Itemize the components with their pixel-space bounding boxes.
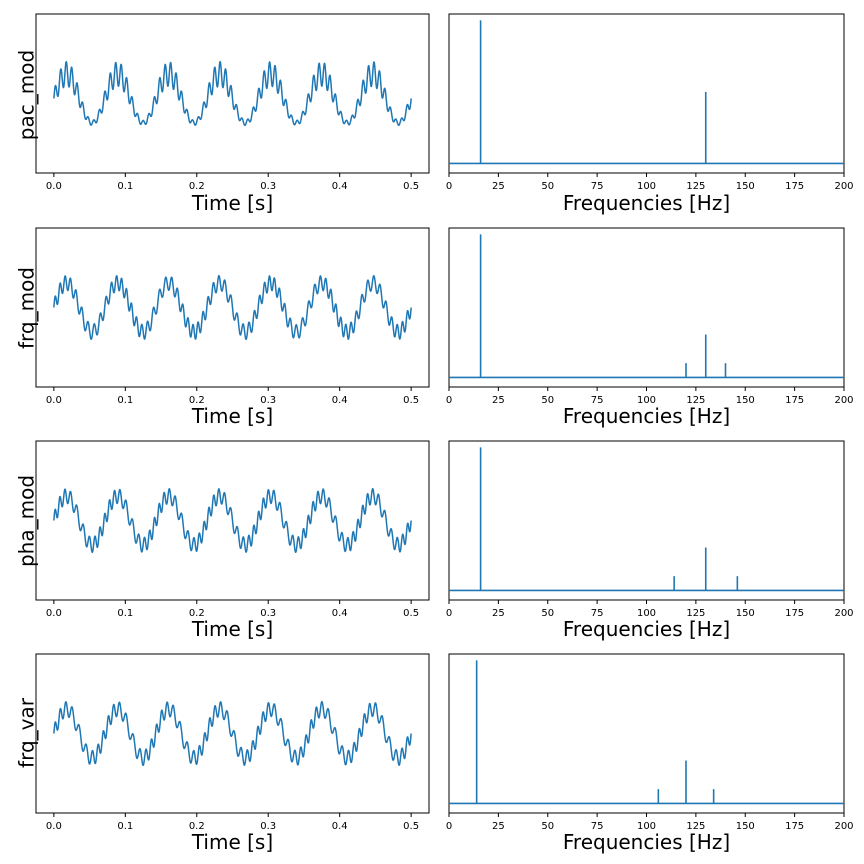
x-tick-label: 0.2 — [189, 608, 205, 619]
row-label-pha-mod: pha_mod — [15, 475, 39, 567]
x-tick-label: 0.2 — [189, 181, 205, 192]
x-tick-label: 0.1 — [117, 608, 133, 619]
axes-frame — [448, 13, 845, 174]
x-tick-label: 25 — [492, 181, 505, 192]
x-tick-label: 175 — [785, 821, 804, 832]
x-tick-label: 175 — [785, 181, 804, 192]
x-tick-label: 200 — [834, 181, 853, 192]
x-tick-label: 100 — [637, 608, 656, 619]
x-tick-label: 0.1 — [117, 395, 133, 406]
x-tick-label: 0.3 — [260, 395, 276, 406]
x-tick-label: 25 — [492, 395, 505, 406]
x-tick-label: 0.1 — [117, 181, 133, 192]
x-tick-label: 50 — [541, 181, 554, 192]
x-tick-label: 100 — [637, 181, 656, 192]
x-tick-label: 0 — [446, 821, 452, 832]
axes-frame — [35, 227, 430, 388]
pha_mod-time-panel: pha_mod Time [s] 0.0 0.1 0.2 0.3 0.4 0.5 — [15, 440, 430, 641]
row-label-frq-mod: frq_mod — [15, 267, 39, 349]
x-tick-label: 0.0 — [46, 395, 62, 406]
frq_var-spectrum-panel: Frequencies [Hz] 0 25 50 75 100 125 150 175 200 — [446, 653, 854, 854]
frq_mod-spectrum-panel: Frequencies [Hz] 0 25 50 75 100 125 150 175 200 — [446, 227, 854, 428]
x-tick-label: 100 — [637, 821, 656, 832]
x-tick-label: 125 — [686, 821, 705, 832]
time-axis-label: Time [s] — [191, 830, 273, 854]
time-axis-label: Time [s] — [191, 617, 273, 641]
x-tick-label: 50 — [541, 395, 554, 406]
pha_mod-spectrum-panel: Frequencies [Hz] 0 25 50 75 100 125 150 175 200 — [446, 440, 854, 641]
x-tick-label: 0.3 — [260, 181, 276, 192]
x-tick-label: 0.2 — [189, 395, 205, 406]
x-tick-label: 0.2 — [189, 821, 205, 832]
x-tick-label: 0.5 — [403, 608, 419, 619]
time-axis-label: Time [s] — [191, 191, 273, 215]
time-axis-label: Time [s] — [191, 404, 273, 428]
x-tick-label: 200 — [834, 395, 853, 406]
x-tick-label: 0.3 — [260, 821, 276, 832]
x-tick-label: 50 — [541, 608, 554, 619]
frequency-axis-label: Frequencies [Hz] — [563, 191, 730, 215]
x-tick-label: 0.4 — [332, 608, 348, 619]
x-tick-label: 125 — [686, 181, 705, 192]
frq_mod-time-panel: frq_mod Time [s] 0.0 0.1 0.2 0.3 0.4 0.5 — [15, 227, 430, 428]
x-tick-label: 150 — [736, 395, 755, 406]
x-tick-label: 0 — [446, 395, 452, 406]
x-tick-label: 75 — [591, 181, 604, 192]
x-tick-label: 75 — [591, 395, 604, 406]
x-tick-label: 50 — [541, 821, 554, 832]
x-tick-label: 0 — [446, 181, 452, 192]
x-tick-label: 0.5 — [403, 821, 419, 832]
x-tick-label: 75 — [591, 608, 604, 619]
axes-frame — [448, 227, 845, 388]
x-tick-label: 125 — [686, 608, 705, 619]
row-label-frq-var: frq_var — [15, 697, 39, 768]
x-tick-label: 25 — [492, 608, 505, 619]
signal-line — [53, 700, 412, 767]
axes-frame — [448, 440, 845, 601]
x-tick-label: 75 — [591, 821, 604, 832]
x-tick-label: 0.5 — [403, 395, 419, 406]
x-tick-label: 175 — [785, 608, 804, 619]
x-tick-label: 0.1 — [117, 821, 133, 832]
axes-frame — [35, 440, 430, 601]
x-tick-label: 25 — [492, 821, 505, 832]
axes-frame — [35, 13, 430, 174]
x-tick-label: 100 — [637, 395, 656, 406]
x-tick-label: 200 — [834, 821, 853, 832]
pac_mod-time-panel: pac_mod Time [s] 0.0 0.1 0.2 0.3 0.4 0.5 — [15, 13, 430, 215]
pac_mod-spectrum-panel: Frequencies [Hz] 0 25 50 75 100 125 150 175 200 — [446, 13, 854, 215]
x-tick-label: 0.3 — [260, 608, 276, 619]
x-tick-label: 0.4 — [332, 821, 348, 832]
x-tick-label: 150 — [736, 821, 755, 832]
x-tick-label: 125 — [686, 395, 705, 406]
x-tick-label: 0.0 — [46, 608, 62, 619]
signal-line — [53, 274, 412, 341]
axes-frame — [35, 653, 430, 814]
frequency-axis-label: Frequencies [Hz] — [563, 830, 730, 854]
frequency-axis-label: Frequencies [Hz] — [563, 404, 730, 428]
frq_var-time-panel: frq_var Time [s] 0.0 0.1 0.2 0.3 0.4 0.5 — [15, 653, 430, 854]
x-tick-label: 0.4 — [332, 181, 348, 192]
axes-frame — [448, 653, 845, 814]
x-tick-label: 150 — [736, 181, 755, 192]
signal-line — [53, 60, 412, 127]
x-tick-label: 150 — [736, 608, 755, 619]
x-tick-label: 175 — [785, 395, 804, 406]
x-tick-label: 0.0 — [46, 821, 62, 832]
x-tick-label: 0 — [446, 608, 452, 619]
x-tick-label: 0.4 — [332, 395, 348, 406]
signal-line — [53, 487, 412, 554]
x-tick-label: 0.5 — [403, 181, 419, 192]
x-tick-label: 200 — [834, 608, 853, 619]
frequency-axis-label: Frequencies [Hz] — [563, 617, 730, 641]
row-label-pac-mod: pac_mod — [15, 50, 39, 140]
x-tick-label: 0.0 — [46, 181, 62, 192]
